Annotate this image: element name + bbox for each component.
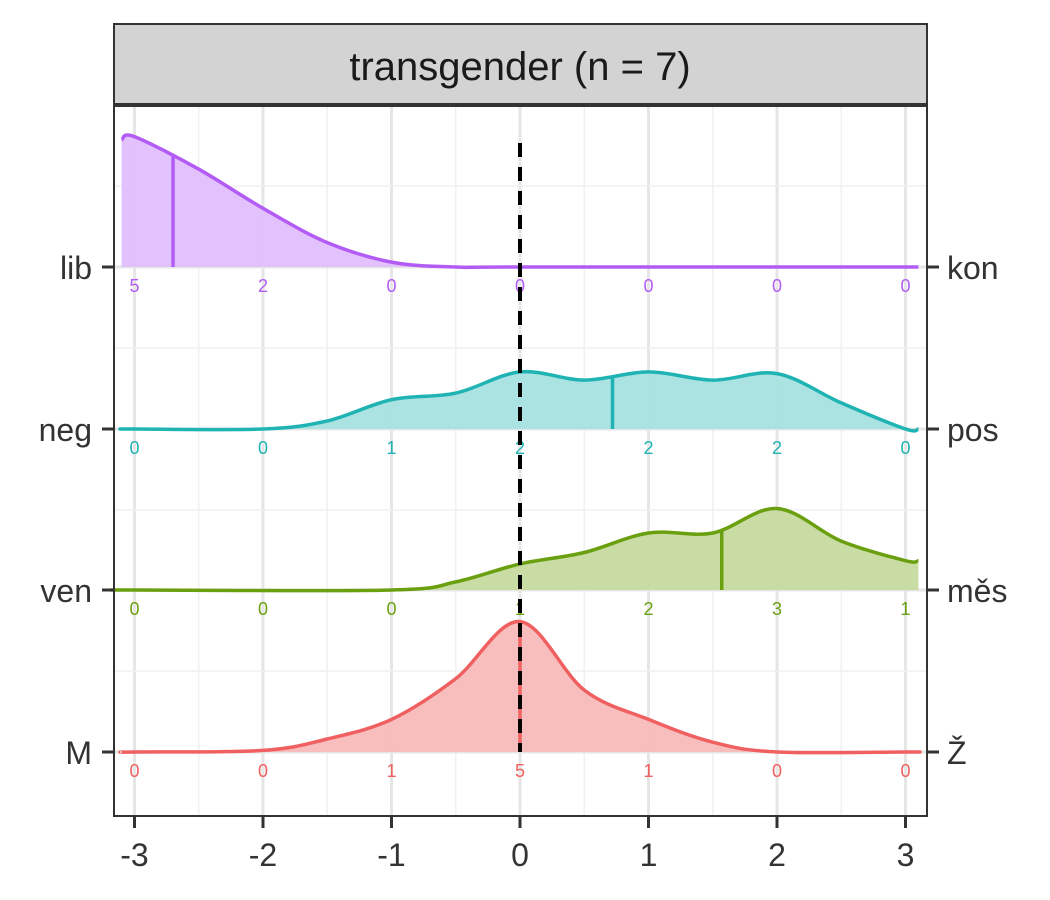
ridge-line [118,369,919,433]
ridge-line [109,506,919,593]
count-label: 3 [772,599,782,619]
count-label: 0 [515,276,525,296]
ridge-area [111,508,919,591]
count-label: 0 [258,599,268,619]
right-category-label: pos [947,412,999,448]
x-tick-label: 0 [511,837,529,873]
x-tick-label: 3 [897,837,915,873]
left-category-label: M [65,735,92,771]
count-label: 0 [900,761,910,781]
count-label: 1 [643,761,653,781]
ridge-area [120,371,919,431]
count-label: 0 [772,761,782,781]
axis-labels: lib kon neg pos ven měs M Ž [39,250,1008,771]
left-category-label: neg [39,412,92,448]
left-category-label: lib [60,250,92,286]
facet-title: transgender (n = 7) [349,45,690,89]
count-label: 0 [129,761,139,781]
count-label: 2 [258,276,268,296]
count-label: 0 [258,438,268,458]
count-label: 5 [129,276,139,296]
x-tick-label: -3 [120,837,148,873]
count-label: 5 [515,761,525,781]
count-label: 0 [386,599,396,619]
x-tick-label: 1 [640,837,658,873]
count-label: 0 [900,438,910,458]
count-label: 2 [515,438,525,458]
ridges: 5200000001222000012310015100 [109,133,922,781]
count-label: 2 [643,599,653,619]
left-category-label: ven [40,573,92,609]
right-category-label: kon [947,250,999,286]
count-label: 0 [129,438,139,458]
x-tick-label: -2 [249,837,277,873]
x-axis: -3 -2 -1 0 1 2 3 [120,816,914,873]
right-category-label: měs [947,573,1007,609]
count-label: 0 [900,276,910,296]
count-label: 2 [643,438,653,458]
count-label: 0 [772,276,782,296]
ridge-area [121,134,919,268]
x-tick-label: 2 [768,837,786,873]
count-label: 0 [129,599,139,619]
count-label: 0 [258,761,268,781]
x-tick-label: -1 [377,837,405,873]
facet-strip [113,23,928,105]
ridge-line [120,133,919,270]
count-label: 2 [772,438,782,458]
count-label: 0 [643,276,653,296]
count-label: 0 [386,276,396,296]
count-label: 1 [386,438,396,458]
count-label: 1 [900,599,910,619]
count-label: 1 [386,761,396,781]
right-category-label: Ž [947,735,967,771]
